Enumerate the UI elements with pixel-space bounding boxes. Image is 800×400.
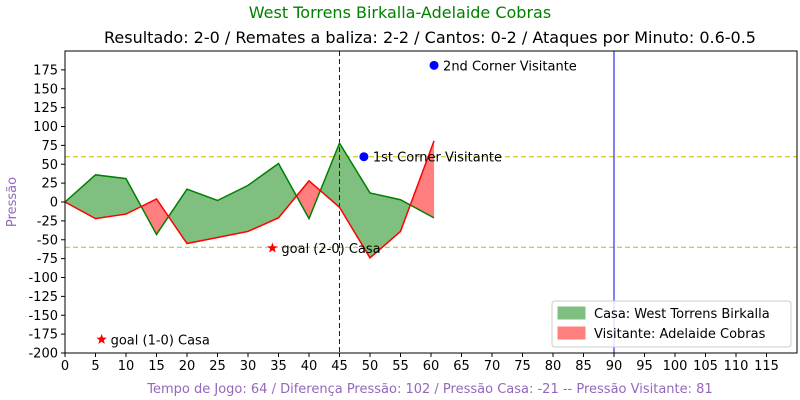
annotation-marker-1 (359, 152, 369, 162)
fill-casa-ahead (339, 143, 370, 258)
x-tick-label: 0 (61, 359, 69, 374)
y-tick-label: -125 (28, 290, 58, 305)
x-tick-label: 30 (240, 359, 257, 374)
fill-casa-ahead (65, 174, 96, 219)
x-tick-label: 55 (392, 359, 409, 374)
x-tick-label: 20 (179, 359, 196, 374)
legend-box (551, 300, 792, 348)
series-line-0 (64, 141, 435, 236)
fill-casa-ahead (370, 192, 401, 258)
annotation-label-1: 1st Corner Visitante (373, 151, 502, 166)
x-tick-label: 75 (514, 359, 531, 374)
y-tick-label: 25 (41, 177, 58, 192)
x-axis-label: Tempo de Jogo: 64 / Diferença Pressão: 1… (146, 382, 712, 397)
x-tick-label: 70 (484, 359, 501, 374)
annotation-marker-2 (267, 242, 278, 253)
x-tick-label: 100 (663, 359, 688, 374)
y-tick-label: -150 (28, 309, 58, 324)
fill-casa-ahead (187, 189, 218, 244)
x-tick-label: 40 (301, 359, 318, 374)
fill-visitante-ahead (309, 180, 321, 219)
x-tick-label: 5 (91, 359, 99, 374)
plot-area: 2nd Corner Visitante 1st Corner Visitante… (28, 50, 798, 374)
x-tick-label: 65 (453, 359, 470, 374)
x-tick-label: 95 (636, 359, 653, 374)
x-tick-label: 115 (754, 359, 779, 374)
y-tick-label: -25 (37, 214, 58, 229)
chart-title: West Torrens Birkalla-Adelaide Cobras (249, 3, 551, 22)
fill-visitante-ahead (410, 140, 435, 218)
fill-casa-ahead (320, 143, 340, 208)
fill-casa-ahead (126, 178, 142, 215)
y-tick-label: -175 (28, 328, 58, 343)
fill-visitante-ahead (296, 180, 309, 219)
x-tick-label: 10 (118, 359, 135, 374)
x-tick-label: 85 (575, 359, 592, 374)
x-tick-label: 50 (362, 359, 379, 374)
x-tick-label: 110 (724, 359, 749, 374)
legend-swatch-0 (557, 306, 586, 320)
y-tick-label: 50 (41, 158, 58, 173)
x-tick-label: 90 (606, 359, 623, 374)
fill-casa-ahead (217, 185, 248, 238)
x-tick-label: 60 (423, 359, 440, 374)
x-tick-label: 35 (270, 359, 287, 374)
legend-swatch-1 (557, 326, 586, 340)
y-tick-label: 150 (33, 82, 58, 97)
x-tick-label: 45 (331, 359, 348, 374)
y-tick-label: 0 (50, 196, 58, 211)
legend-label-1: Visitante: Adelaide Cobras (594, 327, 766, 342)
fill-casa-ahead (95, 174, 126, 219)
x-tick-label: 15 (148, 359, 165, 374)
annotation-label-3: goal (1-0) Casa (111, 333, 210, 348)
y-axis-label: Pressão (5, 177, 20, 227)
y-tick-label: 125 (33, 101, 58, 116)
fill-visitante-ahead (156, 198, 169, 235)
annotation-label-2: goal (2-0) Casa (281, 242, 380, 257)
fill-casa-ahead (278, 163, 297, 218)
y-tick-label: 175 (33, 63, 58, 78)
series-line-1 (64, 140, 435, 260)
y-tick-label: 75 (41, 139, 58, 154)
y-tick-label: -50 (37, 233, 58, 248)
x-tick-label: 105 (693, 359, 718, 374)
y-tick-label: -75 (37, 252, 58, 267)
fill-visitante-ahead (141, 198, 157, 235)
x-tick-label: 25 (209, 359, 226, 374)
fill-casa-ahead (168, 189, 187, 244)
y-tick-label: -100 (28, 271, 58, 286)
legend-label-0: Casa: West Torrens Birkalla (594, 307, 770, 322)
annotation-label-0: 2nd Corner Visitante (443, 59, 577, 74)
annotation-marker-0 (429, 60, 439, 70)
y-tick-label: -200 (28, 347, 58, 362)
annotation-marker-3 (96, 333, 107, 344)
y-tick-label: 100 (33, 120, 58, 135)
x-tick-label: 80 (545, 359, 562, 374)
chart-subtitle: Resultado: 2-0 / Remates a baliza: 2-2 /… (104, 28, 756, 47)
